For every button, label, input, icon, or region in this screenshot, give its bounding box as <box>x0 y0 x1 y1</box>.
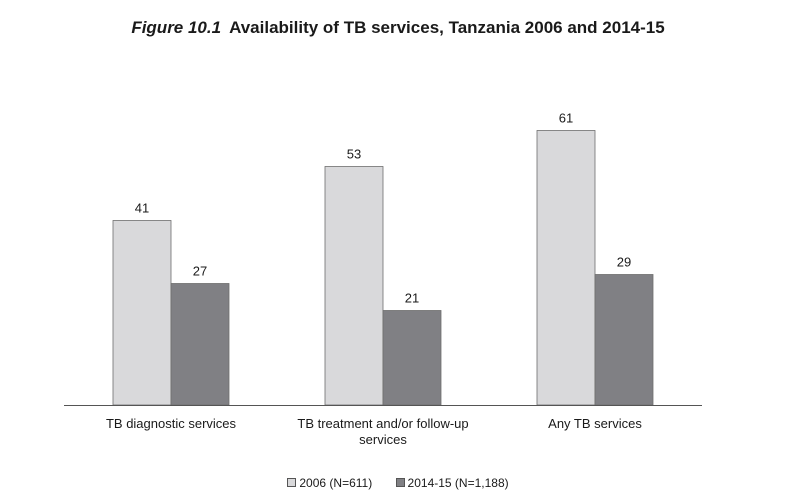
value-label-2014-15-cat1: 27 <box>193 264 207 279</box>
legend-item-2014-15: 2014-15 (N=1,188) <box>395 476 509 490</box>
bar-2006-cat3 <box>536 130 596 406</box>
value-label-2006-cat2: 53 <box>347 147 361 162</box>
bar-2006-cat2 <box>324 166 384 406</box>
category-label-2-line1: TB treatment and/or follow-up <box>297 416 468 431</box>
category-label-3: Any TB services <box>548 416 642 431</box>
value-label-2006-cat3: 61 <box>559 111 573 126</box>
bar-2014-15-cat2 <box>382 310 442 406</box>
value-label-2014-15-cat3: 29 <box>617 255 631 270</box>
bar-chart: 41 27 TB diagnostic services 53 21 TB treatme… <box>64 111 702 447</box>
value-label-2014-15-cat2: 21 <box>405 291 419 306</box>
bar-2014-15-cat1 <box>170 283 230 406</box>
legend: 2006 (N=611) 2014-15 (N=1,188) <box>0 476 796 490</box>
chart-title: Figure 10.1 Availability of TB services, … <box>0 18 796 38</box>
legend-label-2006: 2006 (N=611) <box>299 476 373 490</box>
bar-2006-cat1 <box>112 220 172 406</box>
figure-title: Availability of TB services, Tanzania 20… <box>229 18 665 37</box>
legend-swatch-2014-15 <box>395 478 405 488</box>
legend-swatch-2006 <box>287 478 297 488</box>
category-label-2-line2: services <box>359 432 407 447</box>
bar-2014-15-cat3 <box>594 274 654 406</box>
category-label-1: TB diagnostic services <box>106 416 237 431</box>
figure-number: Figure 10.1 <box>131 18 222 37</box>
legend-label-2014-15: 2014-15 (N=1,188) <box>407 476 509 490</box>
legend-item-2006: 2006 (N=611) <box>287 476 372 490</box>
value-label-2006-cat1: 41 <box>135 201 149 216</box>
